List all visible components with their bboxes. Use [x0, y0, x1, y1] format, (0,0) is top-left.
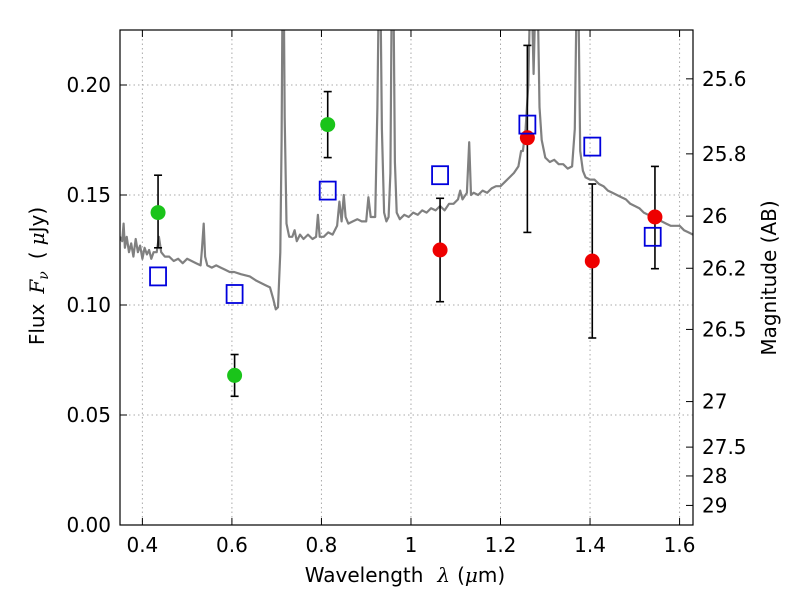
- y2-tick-label: 26.5: [702, 317, 747, 341]
- y2-tick-label: 26: [702, 204, 727, 228]
- y-tick-label: 0.00: [66, 513, 111, 537]
- y-axis-label: FluxFν(μJy): [25, 207, 52, 345]
- x-tick-label: 1.2: [485, 533, 517, 557]
- x-tick-label: 0.6: [216, 533, 248, 557]
- blue-model-square: [643, 226, 662, 247]
- red-data-point: [584, 253, 600, 269]
- y-tick-label: 0.05: [66, 403, 111, 427]
- y2-tick-label: 27: [702, 390, 727, 414]
- y2-tick-label: 27.5: [702, 435, 747, 459]
- red-data-point: [432, 242, 448, 258]
- y2-tick-label: 25.6: [702, 67, 747, 91]
- grid: [120, 30, 693, 526]
- x-tick-label: 0.4: [126, 533, 158, 557]
- spectrum-line-group: [120, 30, 693, 311]
- green-data-point: [320, 117, 336, 133]
- red-data-point: [647, 209, 663, 225]
- y2-tick-label: 29: [702, 493, 727, 517]
- green-data-point: [150, 205, 166, 221]
- blue-model-square: [431, 165, 449, 186]
- green-data-point: [227, 367, 243, 383]
- y2-axis-label: Magnitude (AB): [757, 200, 781, 355]
- axis-ticks: 0.4 0.6 0.8 1 1.2 1.4 1.6 0.00 0.05 0.10 0.15 0.20 2…: [66, 30, 747, 557]
- x-tick-label: 1: [405, 533, 418, 557]
- blue-model-square: [225, 284, 244, 304]
- spectrum-line: [120, 30, 693, 311]
- errorbar-group: [154, 44, 659, 398]
- x-tick-label: 1.4: [574, 533, 606, 557]
- y-tick-label: 0.15: [66, 183, 111, 207]
- red-data-point: [519, 130, 535, 146]
- y2-tick-label: 28: [702, 464, 727, 488]
- y-tick-label: 0.20: [66, 73, 111, 97]
- y2-tick-label: 25.8: [702, 142, 747, 166]
- blue-model-square: [149, 266, 167, 287]
- blue-model-square: [318, 180, 337, 201]
- marker-group: [149, 114, 663, 383]
- blue-model-square: [518, 114, 537, 135]
- plot-frame: [119, 29, 694, 526]
- y2-tick-label: 26.2: [702, 256, 747, 280]
- y-tick-label: 0.10: [66, 293, 111, 317]
- x-axis-label: Wavelength λ (μm): [305, 563, 505, 587]
- x-tick-label: 0.8: [306, 533, 338, 557]
- x-tick-label: 1.6: [664, 533, 696, 557]
- blue-model-square: [583, 136, 602, 157]
